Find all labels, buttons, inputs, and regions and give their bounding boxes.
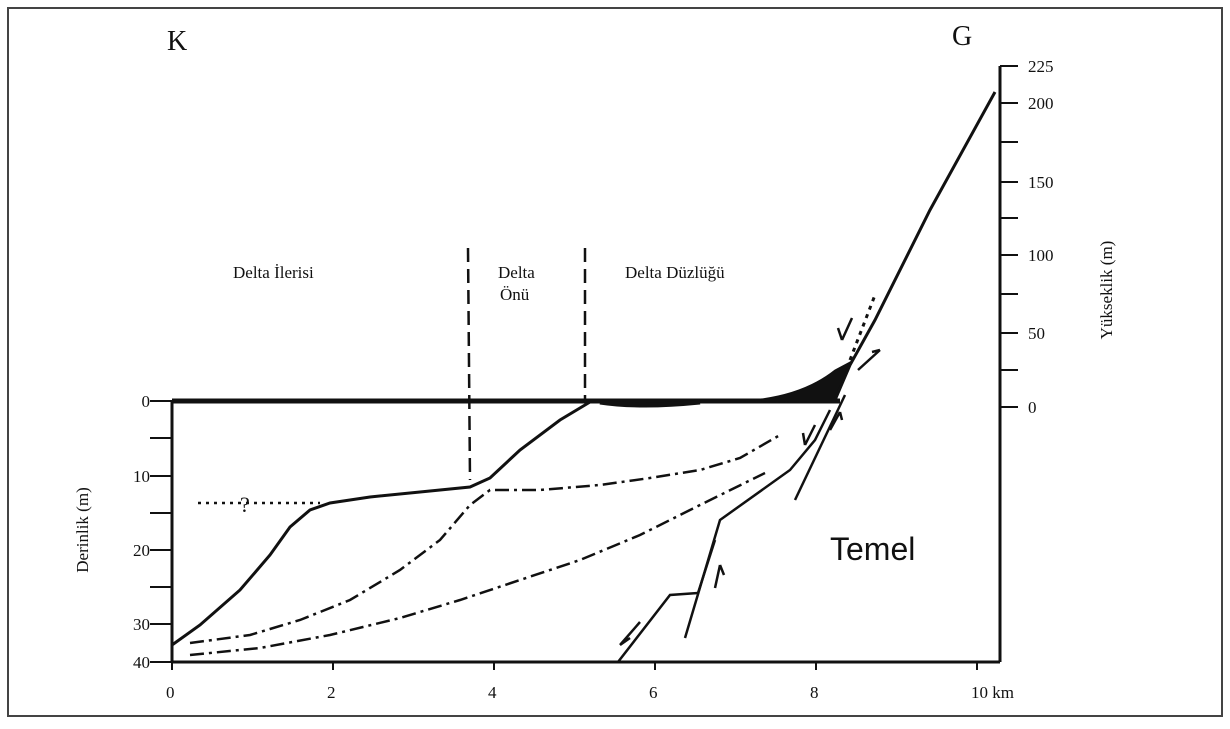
y-tick-label: 40 xyxy=(133,653,150,672)
y2-tick-label: 225 xyxy=(1028,57,1054,76)
x-tick-label: 0 xyxy=(166,683,175,702)
y-tick-label: 30 xyxy=(133,615,150,634)
corner-label: G xyxy=(952,21,972,52)
x-tick-label: 2 xyxy=(327,683,336,702)
question-mark: ? xyxy=(240,492,250,517)
y2-tick-label: 200 xyxy=(1028,94,1054,113)
frame xyxy=(8,8,1222,716)
y-tick-label: 0 xyxy=(142,392,151,411)
basement-label: Temel xyxy=(830,531,915,567)
axis-title: Yükseklik (m) xyxy=(1097,241,1116,340)
figure: 0 2 4 6 8 10 km 0 10 20 30 40 0 50 100 150 200 225 K G D… xyxy=(0,0,1230,724)
x-tick-label: 10 km xyxy=(971,683,1014,702)
x-tick-label: 6 xyxy=(649,683,658,702)
region-label: Delta xyxy=(498,263,535,282)
y-tick-label: 20 xyxy=(133,541,150,560)
x-tick-label: 4 xyxy=(488,683,497,702)
region-label: Delta İlerisi xyxy=(233,263,314,282)
y2-tick-label: 50 xyxy=(1028,324,1045,343)
y2-tick-label: 0 xyxy=(1028,398,1037,417)
region-label: Delta Düzlüğü xyxy=(625,263,725,282)
y2-tick-label: 150 xyxy=(1028,173,1054,192)
y-tick-label: 10 xyxy=(133,467,150,486)
x-tick-label: 8 xyxy=(810,683,819,702)
region-label: Önü xyxy=(500,285,530,304)
y2-tick-label: 100 xyxy=(1028,246,1054,265)
axis-title: Derinlik (m) xyxy=(73,487,92,572)
corner-label: K xyxy=(167,26,187,57)
